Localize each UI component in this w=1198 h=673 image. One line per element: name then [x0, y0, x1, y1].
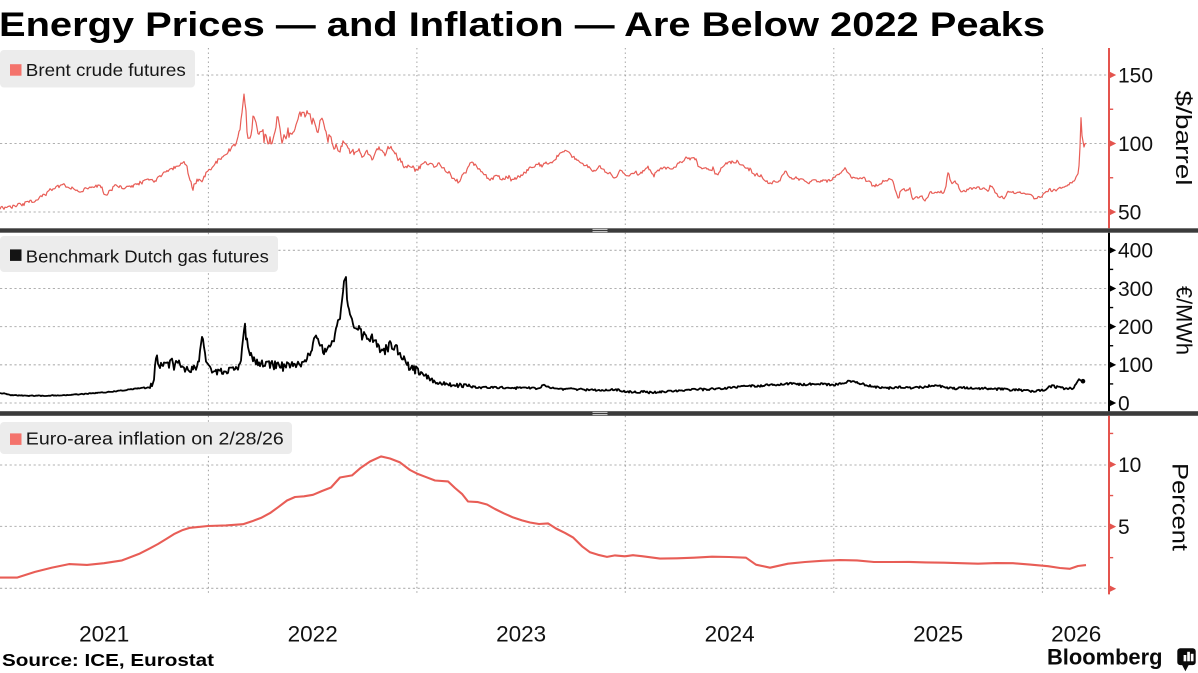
svg-text:400: 400	[1118, 240, 1153, 263]
svg-text:Source: ICE, Eurostat: Source: ICE, Eurostat	[2, 650, 214, 670]
svg-text:5: 5	[1118, 516, 1130, 539]
svg-text:50: 50	[1118, 201, 1141, 224]
svg-text:100: 100	[1118, 354, 1153, 377]
svg-text:0: 0	[1118, 392, 1130, 415]
svg-text:100: 100	[1118, 133, 1153, 156]
svg-text:Percent: Percent	[1167, 463, 1192, 551]
svg-text:2026: 2026	[1051, 622, 1101, 647]
svg-text:Brent crude futures: Brent crude futures	[26, 60, 186, 80]
svg-text:€/MWh: €/MWh	[1171, 286, 1196, 355]
svg-text:200: 200	[1118, 316, 1153, 339]
svg-text:10: 10	[1118, 454, 1141, 477]
svg-text:Benchmark Dutch gas futures: Benchmark Dutch gas futures	[26, 247, 269, 267]
svg-text:150: 150	[1118, 64, 1153, 87]
svg-text:2024: 2024	[705, 622, 755, 647]
svg-text:2022: 2022	[288, 622, 338, 647]
svg-text:Bloomberg: Bloomberg	[1047, 645, 1163, 670]
svg-text:2023: 2023	[496, 622, 546, 647]
svg-text:Energy Prices — and Inflation: Energy Prices — and Inflation — Are Belo…	[0, 6, 1045, 44]
svg-text:Euro-area inflation on 2/28/26: Euro-area inflation on 2/28/26	[26, 429, 284, 449]
svg-text:2021: 2021	[79, 622, 129, 647]
svg-text:300: 300	[1118, 278, 1153, 301]
svg-text:$/barrel: $/barrel	[1171, 91, 1196, 186]
svg-text:2025: 2025	[913, 622, 963, 647]
